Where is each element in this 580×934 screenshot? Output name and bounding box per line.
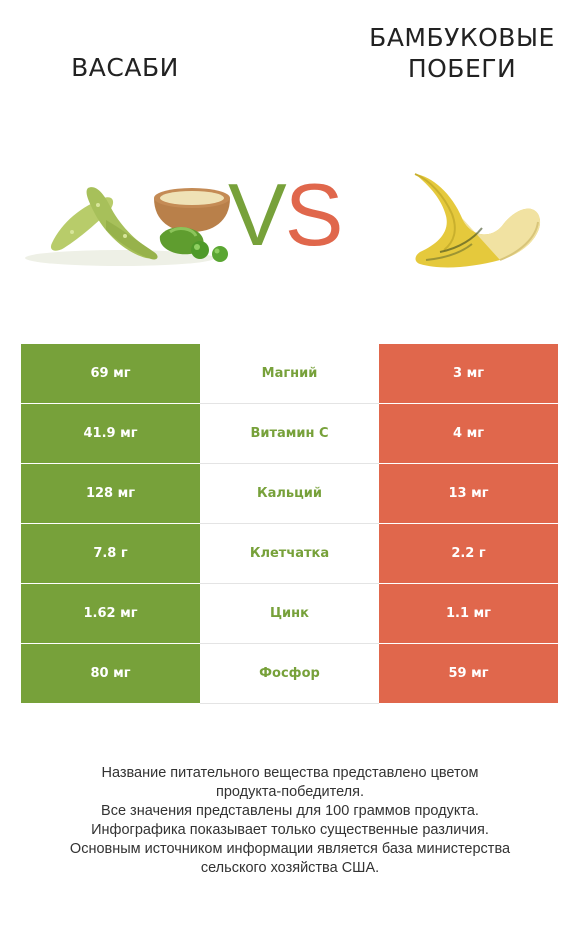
footnote-line: Инфографика показывает только существенн… [91, 822, 489, 838]
table-row: 1.62 мг Цинк 1.1 мг [21, 584, 558, 644]
comparison-table: 69 мг Магний 3 мг 41.9 мг Витамин C 4 мг… [21, 344, 558, 704]
table-row: 7.8 г Клетчатка 2.2 г [21, 524, 558, 584]
footnotes: Название питательного вещества представл… [10, 764, 570, 878]
footnote-line: сельского хозяйства США. [200, 860, 380, 876]
left-value: 69 мг [21, 344, 200, 404]
left-value: 1.62 мг [21, 584, 200, 644]
nutrient-name: Цинк [200, 584, 379, 644]
left-value: 7.8 г [21, 524, 200, 584]
right-value: 59 мг [379, 644, 558, 704]
footnote-line: Название питательного вещества представл… [101, 765, 479, 781]
nutrient-name: Кальций [200, 464, 379, 524]
table-row: 41.9 мг Витамин C 4 мг [21, 404, 558, 464]
nutrient-name: Фосфор [200, 644, 379, 704]
table-row: 80 мг Фосфор 59 мг [21, 644, 558, 704]
right-product-title: БАМБУКОВЫЕ ПОБЕГИ [362, 22, 562, 84]
right-product-title-line1: БАМБУКОВЫЕ [369, 23, 555, 52]
bamboo-shoots-image [414, 173, 541, 268]
right-value: 13 мг [379, 464, 558, 524]
nutrient-name: Клетчатка [200, 524, 379, 584]
wasabi-image [25, 187, 230, 266]
footnote-line: продукта-победителя. [215, 784, 365, 800]
left-product-title: ВАСАБИ [71, 53, 179, 82]
footnote-line: Основным источником информации является … [69, 841, 511, 857]
nutrient-name: Витамин C [200, 404, 379, 464]
right-value: 1.1 мг [379, 584, 558, 644]
right-value: 2.2 г [379, 524, 558, 584]
table-row: 69 мг Магний 3 мг [21, 344, 558, 404]
left-value: 80 мг [21, 644, 200, 704]
footnote-line: Все значения представлены для 100 граммо… [101, 803, 479, 819]
nutrient-name: Магний [200, 344, 379, 404]
right-value: 4 мг [379, 404, 558, 464]
vs-label: VS [228, 165, 344, 265]
vs-letter-s: S [284, 165, 344, 264]
table-row: 128 мг Кальций 13 мг [21, 464, 558, 524]
left-value: 41.9 мг [21, 404, 200, 464]
right-value: 3 мг [379, 344, 558, 404]
hero-illustration [25, 173, 541, 268]
left-value: 128 мг [21, 464, 200, 524]
vs-letter-v: V [228, 165, 287, 264]
right-product-title-line2: ПОБЕГИ [407, 54, 517, 83]
